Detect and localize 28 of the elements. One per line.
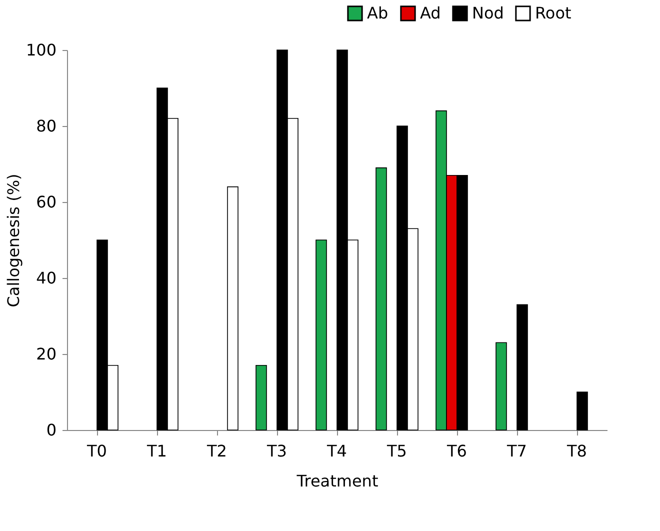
x-tick-label: T7 bbox=[506, 442, 527, 460]
x-tick-label: T4 bbox=[326, 442, 347, 460]
x-axis-title: Treatment bbox=[296, 472, 378, 490]
bar bbox=[576, 392, 588, 430]
y-tick-label: 60 bbox=[36, 192, 56, 212]
legend-label: Ab bbox=[367, 3, 388, 22]
bar bbox=[516, 304, 528, 430]
x-tick-label: T0 bbox=[86, 442, 107, 460]
x-tick-label: T6 bbox=[446, 442, 467, 460]
bar bbox=[496, 342, 507, 430]
y-tick-label: 0 bbox=[46, 420, 56, 440]
x-tick-label: T5 bbox=[386, 442, 407, 460]
x-tick-label: T8 bbox=[566, 442, 587, 460]
bar bbox=[256, 365, 267, 430]
y-tick-label: 20 bbox=[36, 344, 56, 364]
x-tick-label: T1 bbox=[146, 442, 167, 460]
legend-label: Nod bbox=[472, 3, 504, 22]
x-tick-label: T2 bbox=[206, 442, 227, 460]
bar bbox=[316, 240, 327, 430]
legend-label: Ad bbox=[420, 3, 441, 22]
y-axis-title: Callogenesis (%) bbox=[4, 174, 23, 308]
legend-label: Root bbox=[535, 3, 572, 22]
bar bbox=[376, 167, 387, 430]
y-tick-label: 40 bbox=[36, 268, 56, 288]
x-tick-label: T3 bbox=[266, 442, 287, 460]
y-tick-label: 100 bbox=[26, 40, 56, 60]
y-tick-label: 80 bbox=[36, 116, 56, 136]
bar bbox=[227, 186, 238, 430]
